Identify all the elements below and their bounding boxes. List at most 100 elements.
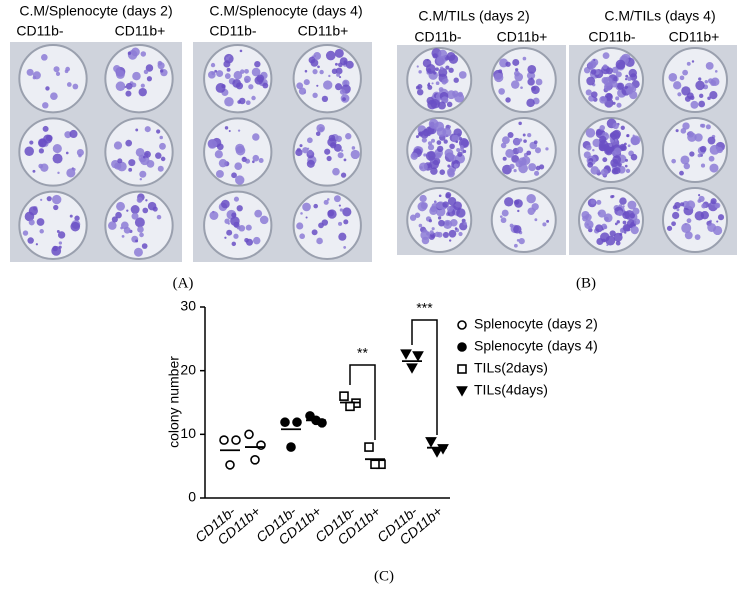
colony [235, 175, 245, 185]
colony [677, 92, 682, 97]
colony [694, 133, 703, 142]
dot [456, 386, 468, 397]
dot [286, 442, 296, 452]
colony [423, 153, 427, 157]
colony [342, 97, 346, 101]
colony [157, 60, 163, 66]
colony [442, 201, 449, 208]
colony [304, 69, 308, 73]
colony [424, 128, 428, 133]
colony [527, 78, 535, 86]
colony [72, 83, 79, 90]
colony [307, 137, 313, 144]
colony [437, 216, 442, 220]
colony [226, 67, 231, 72]
colony [251, 67, 261, 77]
colony [498, 69, 503, 74]
colony [709, 90, 718, 100]
colony [146, 76, 152, 82]
panel-label: (B) [576, 275, 596, 291]
colony [592, 148, 595, 152]
colony [526, 150, 532, 156]
colony [695, 80, 705, 91]
significance-bracket [349, 364, 376, 440]
colony [227, 222, 230, 225]
colony [225, 56, 230, 60]
colony [600, 232, 610, 242]
colony [433, 71, 437, 75]
colony [35, 243, 38, 246]
colony [502, 164, 512, 175]
colony [599, 135, 607, 144]
panel-title: C.M/Splenocyte (days 4) [209, 3, 362, 19]
colony [534, 170, 540, 176]
colony [66, 168, 76, 178]
colony [436, 231, 443, 238]
colony [614, 138, 618, 142]
colony [699, 145, 707, 153]
colony [615, 59, 626, 70]
colony [517, 209, 520, 213]
panel-title: C.M/TILs (days 2) [418, 8, 529, 24]
colony [613, 232, 623, 242]
colony [231, 172, 237, 179]
colony [686, 200, 696, 210]
column-label: CD11b- [16, 23, 64, 39]
colony [611, 194, 615, 198]
colony [585, 128, 596, 138]
colony [602, 64, 608, 70]
colony [438, 194, 442, 198]
colony [624, 231, 627, 234]
colony [615, 96, 620, 101]
colony [682, 122, 690, 130]
colony [505, 97, 511, 103]
colony [312, 69, 318, 75]
colony [224, 97, 234, 107]
colony [619, 197, 627, 205]
colony [533, 140, 538, 145]
colony [518, 157, 527, 166]
colony [602, 52, 610, 60]
colony [160, 156, 166, 162]
colony [599, 144, 606, 151]
colony [308, 56, 316, 64]
colony [319, 69, 324, 75]
colony [323, 199, 329, 205]
colony [214, 150, 223, 159]
colony [447, 164, 451, 168]
colony [108, 221, 117, 230]
colony [439, 169, 446, 175]
colony [316, 84, 319, 87]
colony [42, 102, 49, 109]
colony [709, 163, 719, 173]
colony [446, 101, 453, 108]
colony [140, 83, 145, 88]
colony [234, 162, 243, 171]
colony [689, 95, 695, 101]
colony [682, 69, 689, 76]
colony [716, 220, 719, 223]
colony [125, 90, 132, 97]
colony [448, 154, 457, 162]
colony [627, 76, 632, 82]
column-label: CD11b- [588, 29, 636, 45]
colony [224, 236, 227, 239]
colony [254, 76, 264, 85]
dot [244, 429, 254, 440]
colony [501, 136, 510, 145]
colony [716, 147, 723, 154]
colony [603, 83, 612, 92]
colony [425, 151, 436, 161]
dot [400, 349, 412, 360]
colony [331, 68, 338, 75]
colony [117, 158, 123, 164]
colony [535, 165, 541, 171]
colony [440, 66, 444, 70]
colony [336, 72, 340, 77]
colony [445, 65, 450, 70]
colony [604, 92, 613, 101]
colony [590, 69, 597, 75]
colony [409, 214, 417, 221]
colony [582, 215, 588, 222]
colony [78, 153, 82, 158]
